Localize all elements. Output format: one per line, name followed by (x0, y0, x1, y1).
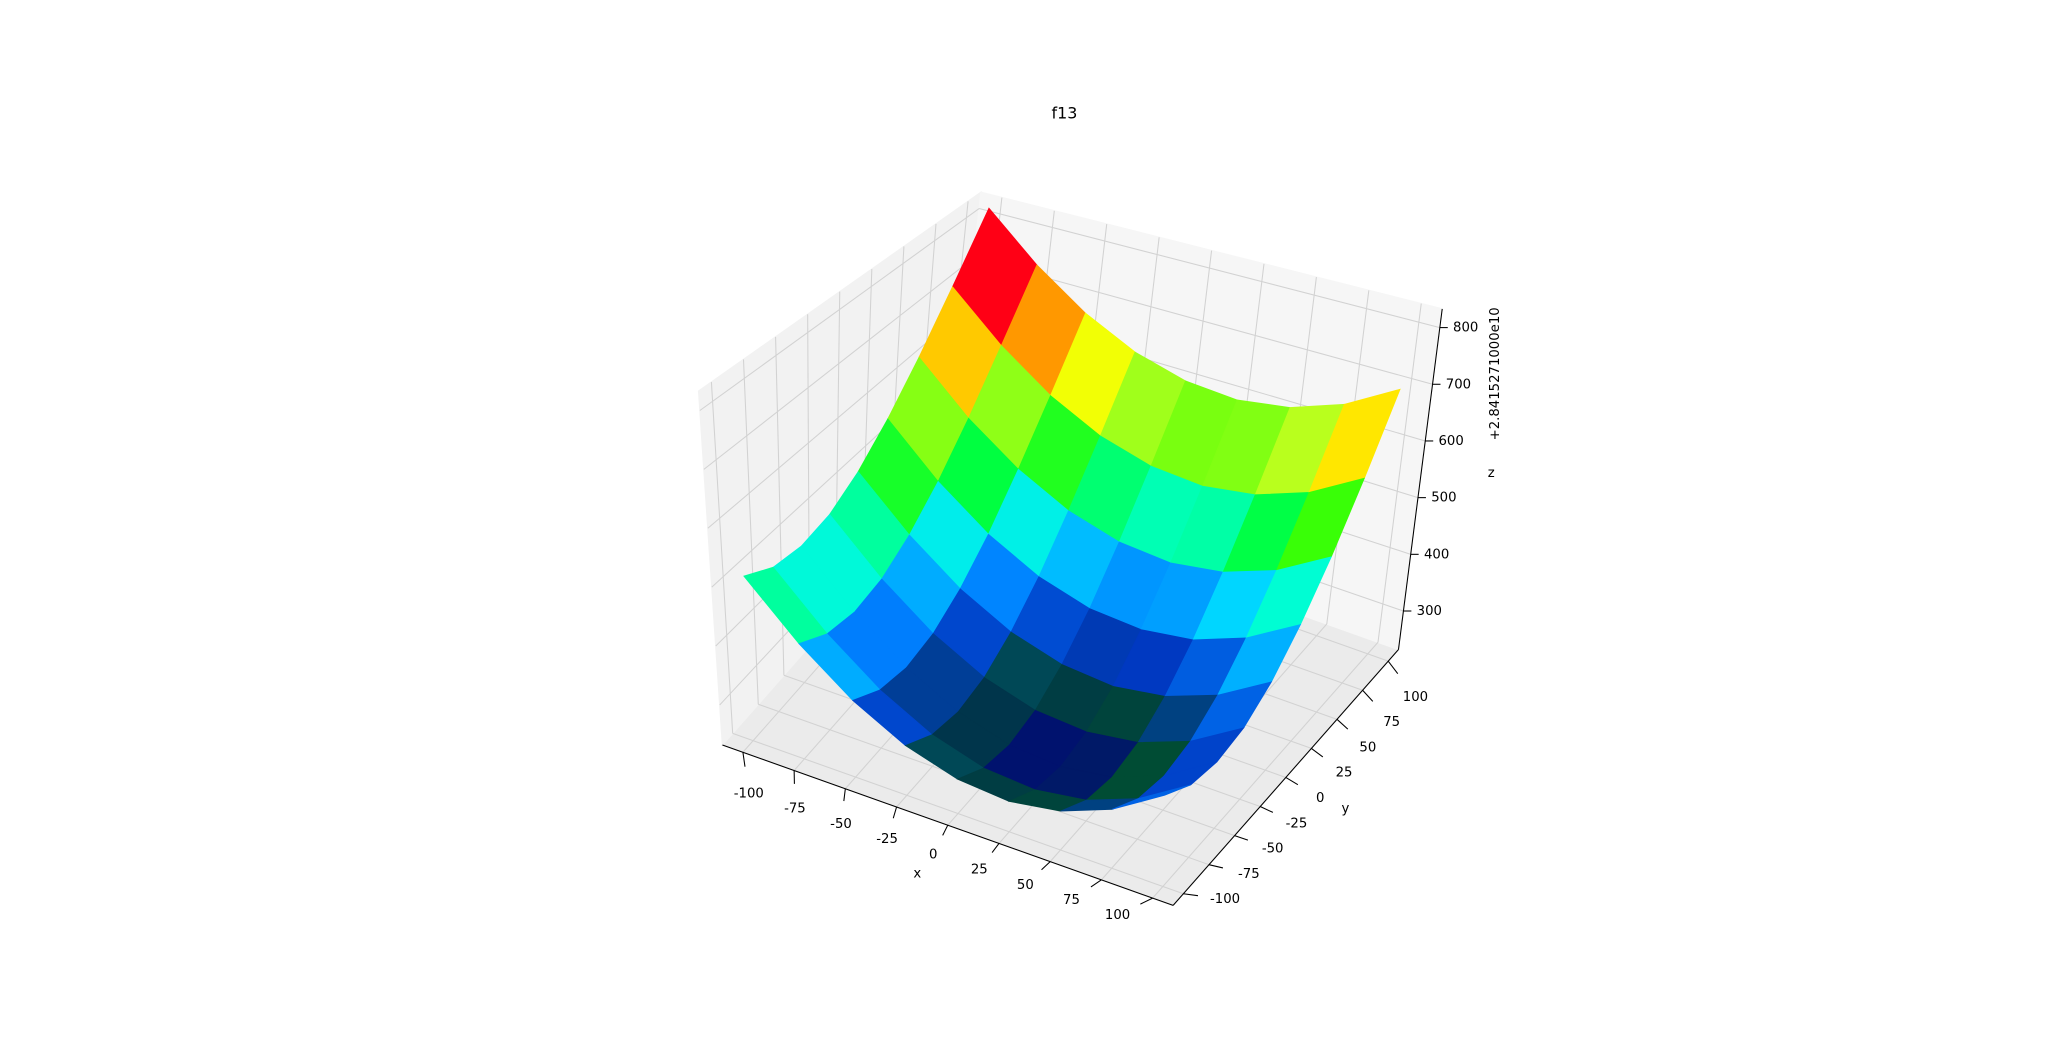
z-axis-label: z (1488, 466, 1495, 481)
x-tick (892, 806, 898, 819)
x-tick (1090, 879, 1102, 888)
grid-line (978, 208, 1440, 329)
x-tick-label: 0 (929, 847, 937, 862)
y-tick (1183, 893, 1199, 897)
x-tick (1041, 861, 1051, 871)
x-tick (991, 843, 1000, 853)
y-tick-label: -75 (1238, 867, 1260, 882)
y-tick (1311, 747, 1324, 758)
axes: -100-75-50-250255075100-100-75-50-250255… (722, 308, 1478, 923)
x-tick (1140, 897, 1153, 905)
y-tick (1285, 777, 1299, 786)
z-tick-label: 400 (1424, 547, 1449, 562)
axis-line (722, 744, 1174, 906)
z-tick-label: 800 (1453, 321, 1478, 336)
y-tick-label: 25 (1336, 766, 1353, 781)
x-tick-label: 50 (1017, 878, 1034, 893)
y-tick-label: 100 (1403, 690, 1428, 705)
y-tick-label: 50 (1359, 740, 1376, 755)
y-tick-label: -100 (1210, 892, 1240, 907)
y-tick (1259, 806, 1274, 813)
y-tick-label: -25 (1286, 816, 1308, 831)
x-tick (942, 824, 949, 836)
surface-patch (1112, 784, 1191, 810)
x-tick (843, 788, 846, 802)
x-tick-label: 25 (971, 863, 988, 878)
y-tick (1336, 718, 1349, 730)
y-tick (1387, 660, 1399, 674)
grid-line (1377, 303, 1422, 643)
x-tick-label: 75 (1063, 893, 1080, 908)
x-tick-label: -100 (734, 786, 764, 801)
x-tick-label: -25 (876, 832, 898, 847)
y-tick-label: 0 (1316, 791, 1324, 806)
x-tick (742, 752, 746, 767)
grid-line (703, 257, 974, 470)
grid-line (707, 306, 969, 529)
axis-line (1397, 308, 1443, 650)
grid-line (710, 381, 734, 734)
z-tick-label: 600 (1439, 434, 1464, 449)
x-tick-label: 100 (1105, 908, 1130, 923)
grid-line (699, 208, 980, 411)
grid-line (732, 732, 1184, 895)
y-axis-label: y (1342, 802, 1350, 817)
z-tick-label: 500 (1431, 491, 1456, 506)
z-tick-label: 700 (1446, 377, 1471, 392)
z-offset-label: +2.8415271000e10 (1488, 307, 1503, 440)
grid-line (742, 359, 759, 705)
x-tick-label: -50 (830, 817, 852, 832)
axis-line (1172, 649, 1399, 906)
x-tick-label: -75 (784, 802, 806, 817)
y-tick (1362, 689, 1374, 702)
chart-title: f13 (1052, 104, 1078, 123)
y-tick (1234, 835, 1249, 841)
y-tick-label: -50 (1262, 842, 1284, 857)
x-axis-label: x (913, 867, 921, 882)
y-tick-label: 75 (1383, 715, 1400, 730)
z-tick-label: 300 (1417, 604, 1442, 619)
surface (743, 207, 1401, 812)
y-tick (1208, 864, 1224, 869)
